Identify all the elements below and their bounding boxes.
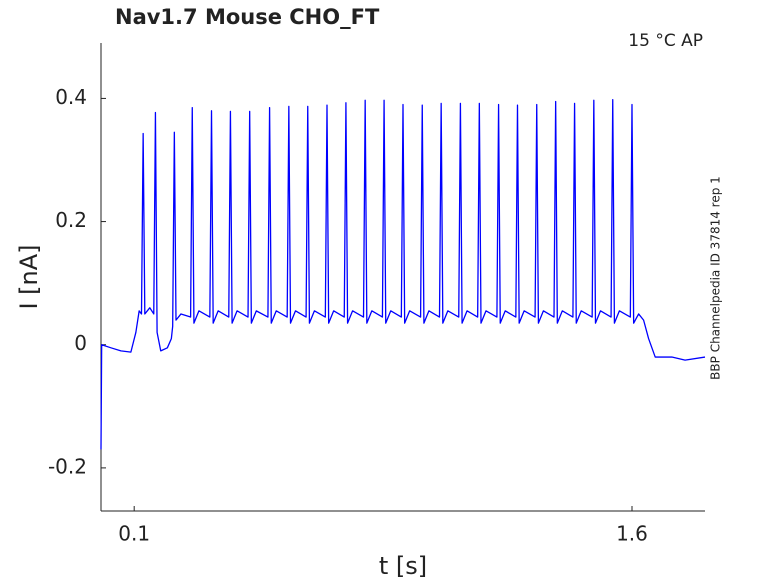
x-tick-label: 0.1	[118, 522, 150, 546]
x-axis-label: t [s]	[379, 552, 427, 580]
chart-title: Nav1.7 Mouse CHO_FT	[115, 5, 380, 29]
x-tick-label: 1.6	[616, 522, 648, 546]
y-tick-label: 0.4	[55, 85, 87, 109]
y-tick-label: 0.2	[55, 208, 87, 232]
side-label: BBP Channelpedia ID 37814 rep 1	[709, 176, 723, 380]
annotation: 15 °C AP	[628, 31, 703, 51]
current-trace	[100, 99, 706, 450]
y-tick-label: 0	[74, 331, 87, 355]
y-tick-label: -0.2	[48, 454, 87, 478]
y-axis-label: I [nA]	[15, 244, 43, 309]
